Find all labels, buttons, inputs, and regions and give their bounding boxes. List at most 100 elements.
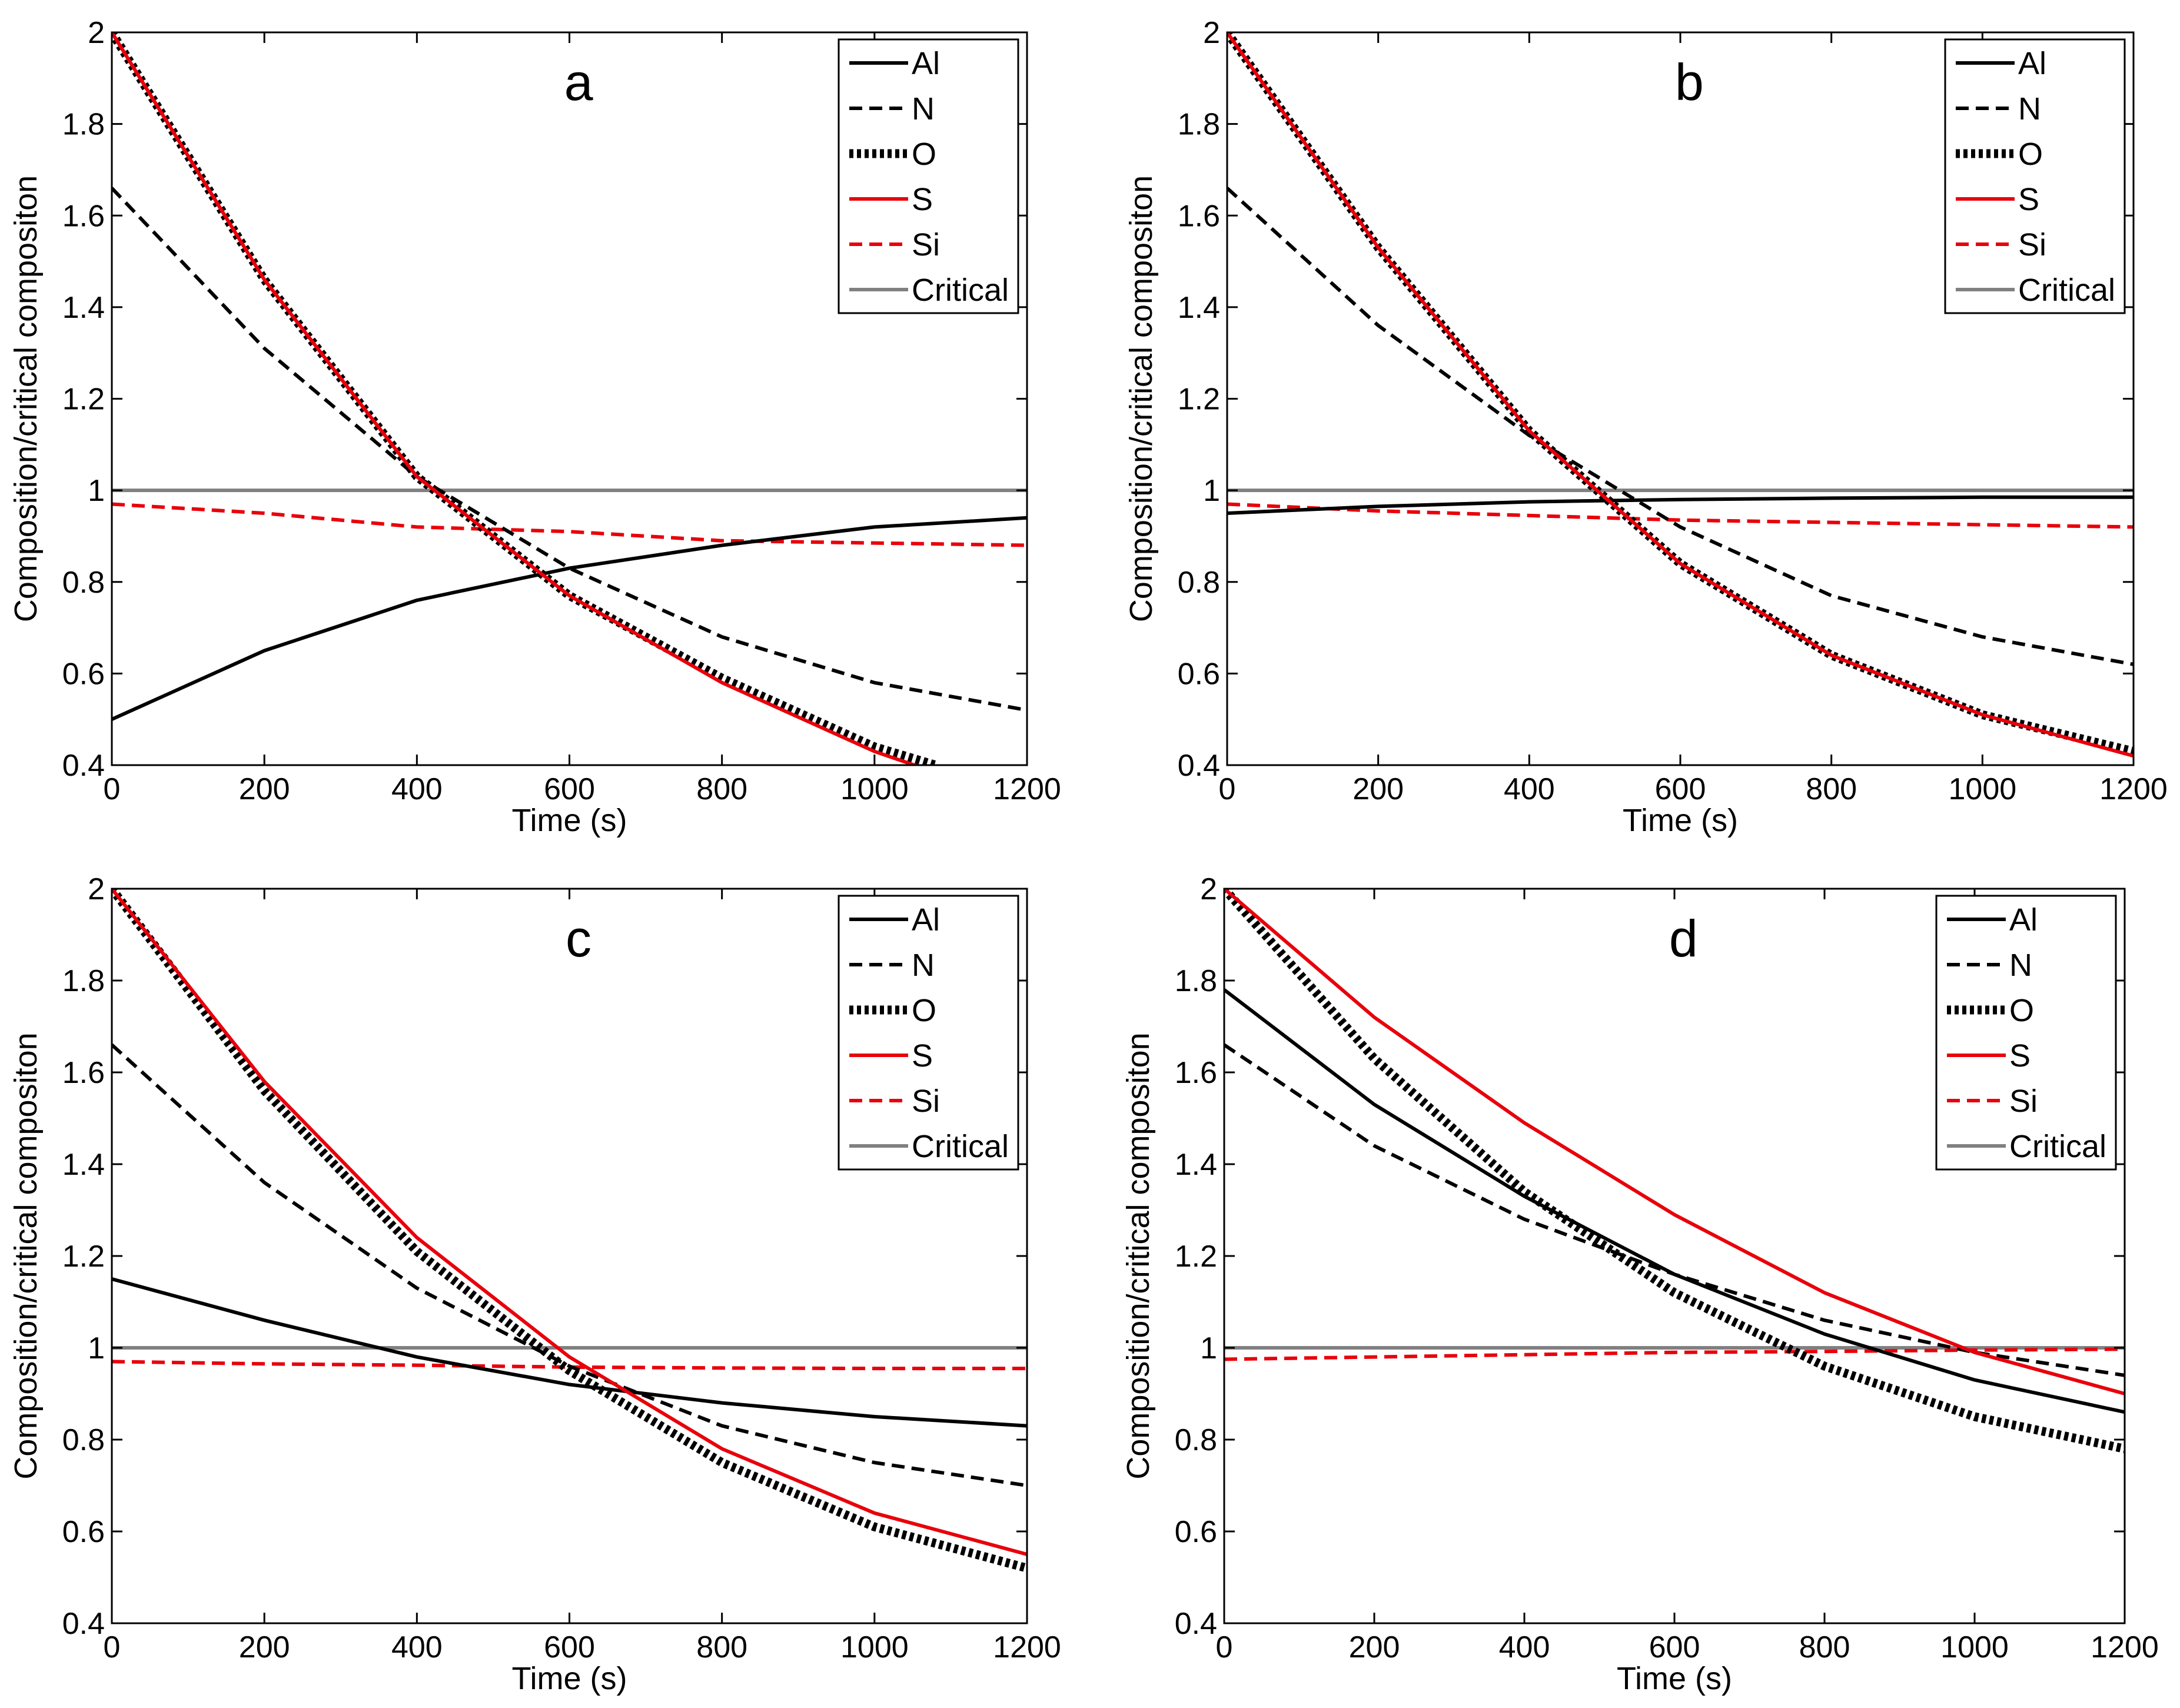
series-line-o (112, 889, 1027, 1573)
y-tick-label: 0.4 (62, 1607, 105, 1641)
series-line-si (1224, 1347, 2125, 1361)
y-tick-label: 1.8 (1178, 108, 1220, 142)
plot-lines (1224, 889, 2125, 1453)
legend-label-s: S (912, 1038, 933, 1074)
panel-d: d 0 200 400 600 800 1000 1200 0.4 0.6 0.8 1 1.2 1.4 1… (1121, 872, 2159, 1696)
x-tick-label: 200 (1352, 772, 1404, 806)
legend: Al NOS Si Critical (1935, 895, 2117, 1171)
series-line-al (1227, 495, 2134, 515)
y-tick-label: 1.8 (62, 108, 105, 142)
series-line-si (112, 502, 1027, 547)
x-axis-title: Time (s) (512, 803, 627, 838)
x-tick-label: 800 (696, 772, 747, 806)
y-tick-label: 0.6 (1178, 657, 1220, 691)
panel-a-letter: a (564, 53, 593, 111)
x-tick-label: 200 (239, 1630, 290, 1664)
legend-label-o: O (2018, 137, 2043, 172)
x-tick-label: 1000 (840, 1630, 909, 1664)
x-tick-label: 0 (104, 1630, 121, 1664)
series-line-al (112, 1277, 1027, 1428)
legend-label-al: Al (912, 902, 940, 938)
y-tick-label: 2 (1203, 16, 1220, 50)
x-axis-title: Time (s) (1617, 1661, 1732, 1696)
y-tick-label: 0.4 (62, 749, 105, 783)
x-tick-label: 800 (696, 1630, 747, 1664)
series-line-s (112, 32, 920, 765)
legend-label-si: Si (2009, 1084, 2038, 1119)
series-line-n (1227, 187, 2134, 666)
plot-lines (1227, 32, 2134, 758)
x-tick-label: 600 (1655, 772, 1706, 806)
y-axis-title: Composition/critical compositon (1121, 1032, 1156, 1479)
series-line-al (1224, 988, 2125, 1414)
y-tick-label: 1.6 (1175, 1056, 1217, 1090)
y-tick-label: 1.4 (62, 291, 105, 325)
series-line-si (1227, 502, 2134, 529)
y-tick-label: 0.8 (1175, 1423, 1217, 1457)
series-line-si (112, 1360, 1027, 1371)
legend-label-si: Si (912, 1084, 940, 1119)
x-tick-label: 400 (391, 1630, 443, 1664)
panel-c: c 0 200 400 600 800 1000 1200 0.4 0.6 0.8 1 1.2 1.4 1… (8, 872, 1061, 1696)
series-line-s (1224, 889, 2125, 1395)
legend-box (838, 38, 1019, 314)
x-tick-label: 400 (391, 772, 443, 806)
x-tick-label: 0 (104, 772, 121, 806)
legend-label-si: Si (912, 227, 940, 262)
y-tick-label: 1 (88, 1331, 105, 1365)
y-tick-label: 1 (1200, 1331, 1217, 1365)
y-axis-title: Composition/critical compositon (8, 1032, 44, 1479)
y-tick-label: 1.4 (1175, 1148, 1217, 1182)
y-tick-label: 0.8 (62, 1423, 105, 1457)
y-tick-label: 2 (1200, 872, 1217, 906)
x-tick-label: 400 (1504, 772, 1555, 806)
panel-a: a 0 200 400 600 800 1000 1200 0.4 0.6 0.8 1 1.2 1.4 1… (8, 16, 1061, 838)
y-axis-title: Composition/critical compositon (8, 175, 44, 622)
plot-lines (112, 32, 1027, 765)
y-tick-label: 1.6 (62, 1056, 105, 1090)
legend-label-al: Al (2009, 902, 2038, 938)
legend-label-n: N (2009, 948, 2032, 983)
plot-lines (112, 889, 1027, 1573)
y-tick-label: 1.4 (1178, 291, 1220, 325)
legend-label-critical: Critical (2009, 1129, 2106, 1164)
y-tick-label: 1.2 (1175, 1240, 1217, 1274)
x-tick-label: 1200 (2091, 1630, 2159, 1664)
y-tick-label: 1.4 (62, 1148, 105, 1182)
y-tick-label: 0.4 (1178, 749, 1220, 783)
x-tick-label: 1200 (2099, 772, 2168, 806)
legend-label-si: Si (2018, 227, 2046, 262)
legend-label-o: O (912, 993, 936, 1028)
legend-box (1935, 895, 2117, 1171)
legend-label-o: O (2009, 993, 2034, 1028)
legend-label-s: S (912, 182, 933, 217)
legend-label-critical: Critical (912, 1129, 1009, 1164)
legend-label-n: N (912, 948, 935, 983)
x-tick-label: 400 (1499, 1630, 1550, 1664)
series-line-n (112, 187, 1027, 712)
x-tick-label: 1200 (993, 772, 1061, 806)
x-axis-title: Time (s) (1623, 803, 1738, 838)
x-tick-label: 600 (544, 1630, 595, 1664)
x-tick-label: 0 (1216, 1630, 1233, 1664)
y-tick-label: 2 (88, 872, 105, 906)
x-tick-label: 1000 (840, 772, 909, 806)
y-tick-label: 0.8 (62, 566, 105, 600)
panel-c-letter: c (566, 909, 591, 968)
y-tick-label: 1.6 (1178, 199, 1220, 233)
x-tick-label: 600 (544, 772, 595, 806)
legend-label-n: N (2018, 91, 2041, 127)
legend-box (838, 895, 1019, 1171)
y-tick-label: 1.8 (1175, 964, 1217, 998)
y-tick-label: 1 (88, 474, 105, 508)
y-tick-label: 1.6 (62, 199, 105, 233)
y-tick-label: 0.6 (62, 1515, 105, 1549)
y-tick-label: 0.6 (62, 657, 105, 691)
series-line-s (112, 889, 1027, 1556)
y-tick-label: 1.2 (1178, 383, 1220, 417)
panel-b: b 0 200 400 600 800 1000 1200 0.4 0.6 0.8 1 1.2 1.4 1… (1124, 16, 2168, 838)
x-tick-label: 800 (1799, 1630, 1850, 1664)
legend-label-al: Al (2018, 46, 2046, 81)
x-tick-label: 1000 (1948, 772, 2016, 806)
